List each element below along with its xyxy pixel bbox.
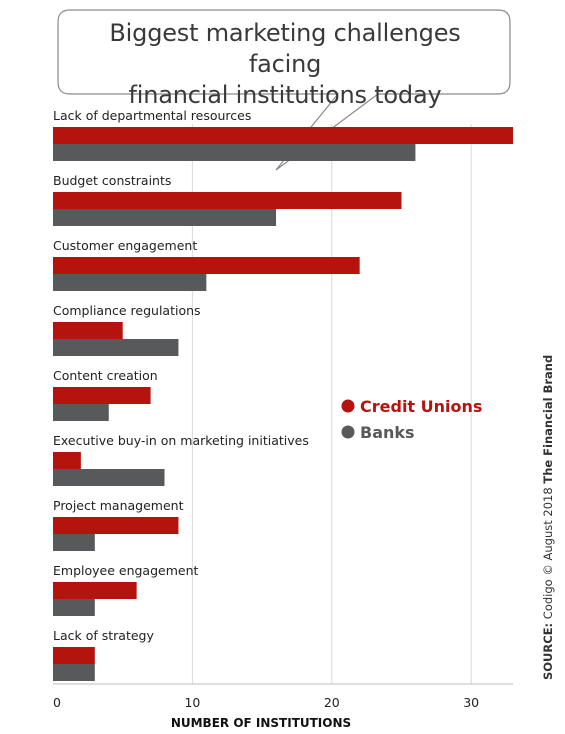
bar-credit-unions — [53, 452, 81, 469]
legend-label: Credit Unions — [360, 397, 482, 416]
x-axis-title: NUMBER OF INSTITUTIONS — [171, 716, 351, 730]
bar-credit-unions — [53, 517, 179, 534]
x-tick-label: 0 — [53, 695, 61, 710]
category-label: Employee engagement — [53, 563, 199, 578]
source-credit: SOURCE: Codigo © August 2018 The Financi… — [541, 355, 555, 688]
x-tick-label: 10 — [184, 695, 200, 710]
bar-banks — [53, 209, 277, 226]
category-label: Project management — [53, 498, 184, 513]
source-brand: The Financial Brand — [541, 354, 555, 484]
bar-credit-unions — [53, 257, 360, 274]
source-text: Codigo © August 2018 — [541, 487, 555, 620]
bar-banks — [53, 339, 179, 356]
bar-banks — [53, 469, 165, 486]
legend-marker — [341, 425, 355, 439]
x-tick-label: 20 — [324, 695, 340, 710]
chart-title: Biggest marketing challenges facing fina… — [70, 18, 500, 111]
category-label: Executive buy-in on marketing initiative… — [53, 433, 309, 448]
legend-label: Banks — [360, 423, 415, 442]
bar-banks — [53, 664, 95, 681]
chart-title-line-1: Biggest marketing challenges facing — [109, 19, 461, 78]
bar-banks — [53, 599, 95, 616]
category-label: Lack of strategy — [53, 628, 154, 643]
bar-banks — [53, 404, 109, 421]
bar-credit-unions — [53, 387, 151, 404]
category-label: Compliance regulations — [53, 303, 201, 318]
bar-credit-unions — [53, 582, 137, 599]
bar-credit-unions — [53, 322, 123, 339]
source-label: SOURCE: — [541, 622, 555, 680]
category-label: Content creation — [53, 368, 158, 383]
bar-banks — [53, 274, 207, 291]
bar-credit-unions — [53, 647, 95, 664]
bar-banks — [53, 534, 95, 551]
bar-credit-unions — [53, 192, 402, 209]
category-label: Customer engagement — [53, 238, 197, 253]
chart-title-line-2: financial institutions today — [128, 81, 442, 109]
x-tick-label: 30 — [463, 695, 479, 710]
legend-marker — [341, 399, 355, 413]
